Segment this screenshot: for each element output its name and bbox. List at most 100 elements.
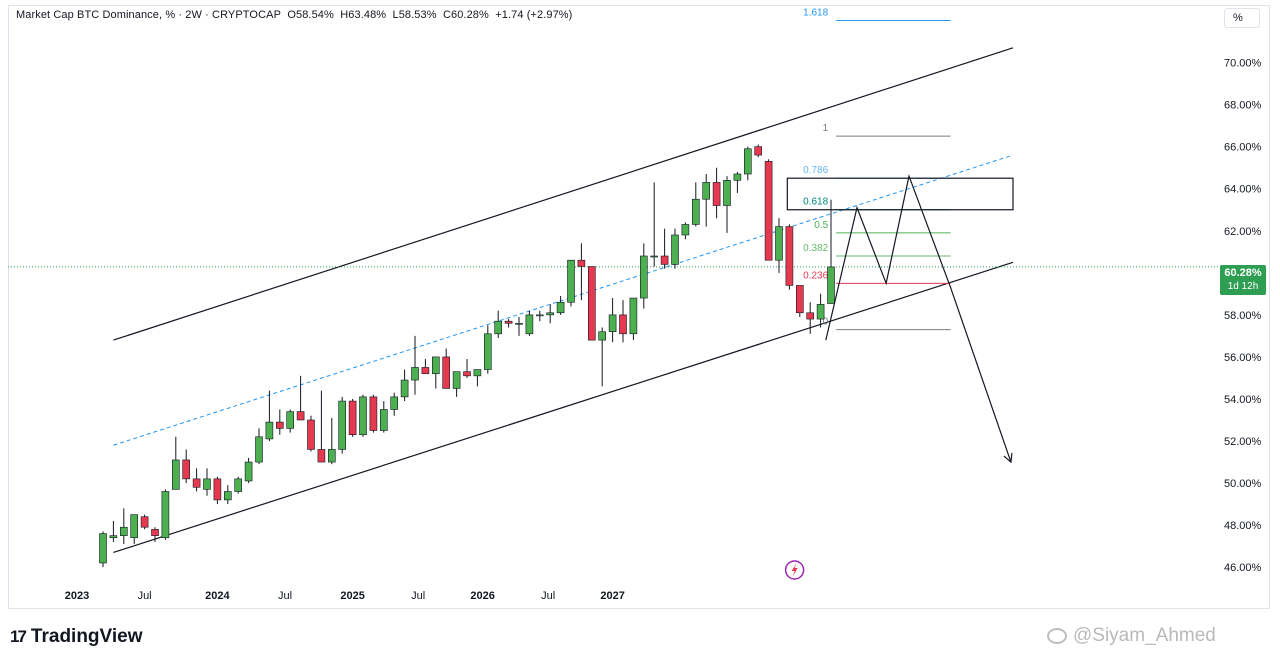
candle-body <box>244 461 253 482</box>
price-scale-unit-button[interactable]: % <box>1224 8 1260 28</box>
x-tick-label: Jul <box>278 590 292 602</box>
candle-up <box>359 394 367 437</box>
candle-up <box>286 409 295 433</box>
candle-body <box>99 533 107 564</box>
candle-body <box>754 146 763 156</box>
candle-body <box>546 312 555 316</box>
ohlc-change: +1.74 (+2.97%) <box>495 9 573 21</box>
candle-down <box>140 514 149 530</box>
current-price-label: 60.28% <box>1224 267 1262 279</box>
candle-body <box>234 478 242 492</box>
candle-down <box>587 266 596 341</box>
candle-up <box>161 489 170 540</box>
candle-body <box>650 255 659 258</box>
candle-body <box>421 367 430 375</box>
candle-down <box>182 449 190 484</box>
candle-body <box>827 266 835 304</box>
y-tick-label: 66.00% <box>1224 142 1262 154</box>
candle-body <box>702 182 711 200</box>
candle-down <box>442 348 451 389</box>
candle-body <box>567 259 575 303</box>
y-tick-label: 54.00% <box>1224 394 1262 406</box>
candle-body <box>431 356 440 375</box>
y-tick-label: 70.00% <box>1224 58 1262 70</box>
candle-up <box>525 310 534 336</box>
y-tick-label: 48.00% <box>1224 520 1262 532</box>
x-tick-label: Jul <box>138 590 152 602</box>
candle-up <box>608 298 617 343</box>
candle-body <box>390 396 399 410</box>
candle-up <box>775 218 783 273</box>
candle-body <box>775 226 783 261</box>
candle-up <box>203 468 211 496</box>
candle-body <box>504 320 513 324</box>
ohlc-close: C60.28% <box>442 9 489 21</box>
candle-up <box>431 356 440 389</box>
candle-up <box>244 457 253 484</box>
candle-body <box>743 148 752 175</box>
candle-up <box>224 485 232 505</box>
candle-body <box>587 266 596 341</box>
fib-level-label: 1 <box>823 123 829 134</box>
candle-up <box>411 335 419 395</box>
author-watermark: @Siyam_Ahmed <box>1047 625 1216 647</box>
candle-up <box>827 199 835 304</box>
candle-up <box>515 316 523 336</box>
symbol-legend[interactable]: Market Cap BTC Dominance, % · 2W · CRYPT… <box>16 9 572 21</box>
candle-body <box>608 314 617 332</box>
candle-up <box>130 514 138 545</box>
candle-down <box>296 375 305 421</box>
candle-body <box>265 421 274 440</box>
channel-midline <box>113 154 1014 446</box>
candle-down <box>192 468 201 492</box>
candle-body <box>556 301 565 314</box>
candle-down <box>348 398 357 437</box>
candle-body <box>224 491 232 501</box>
candle-down <box>369 394 378 433</box>
candle-body <box>182 459 190 480</box>
candle-body <box>338 400 347 450</box>
candle-up <box>109 520 118 542</box>
candle-body <box>348 400 357 436</box>
tradingview-logo[interactable]: 17 TradingView <box>10 626 143 648</box>
tradingview-logo-icon: 17 <box>10 627 27 646</box>
candle-body <box>296 411 305 421</box>
ohlc-low: L58.53% <box>392 9 437 21</box>
candle-body <box>359 396 367 436</box>
candle-body <box>806 312 815 320</box>
candle-down <box>795 285 804 317</box>
replay-lightning-icon <box>784 560 805 580</box>
candle-body <box>795 285 804 314</box>
candle-up <box>546 304 555 324</box>
y-tick-label: 56.00% <box>1224 352 1262 364</box>
candle-up <box>639 243 648 309</box>
candle-body <box>203 478 211 490</box>
candle-body <box>192 478 201 488</box>
candle-up <box>816 293 825 328</box>
candle-body <box>764 161 773 261</box>
candle-body <box>494 320 503 335</box>
channel-lower-line <box>113 261 1014 554</box>
candle-up <box>671 228 679 269</box>
fib-level-label: 0.618 <box>803 197 828 208</box>
candle-down <box>577 243 586 301</box>
candle-body <box>639 255 648 299</box>
candle-up <box>743 146 752 181</box>
candle-up <box>265 390 274 442</box>
candle-up <box>255 428 263 465</box>
x-tick-label: 2025 <box>340 590 364 602</box>
candle-body <box>400 379 409 398</box>
lightning-bolt <box>791 563 798 577</box>
candle-body <box>411 367 419 381</box>
candle-body <box>691 198 700 225</box>
candle-down <box>806 302 815 334</box>
candle-body <box>535 314 544 317</box>
candle-body <box>286 411 295 429</box>
candle-down <box>213 476 222 505</box>
x-tick-label: Jul <box>541 590 555 602</box>
candle-up <box>702 174 711 227</box>
candle-up <box>483 325 492 374</box>
candle-up <box>120 508 128 545</box>
y-tick-label: 46.00% <box>1224 562 1262 574</box>
